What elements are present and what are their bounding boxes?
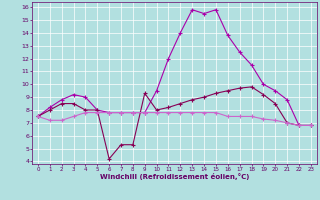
X-axis label: Windchill (Refroidissement éolien,°C): Windchill (Refroidissement éolien,°C) [100, 173, 249, 180]
